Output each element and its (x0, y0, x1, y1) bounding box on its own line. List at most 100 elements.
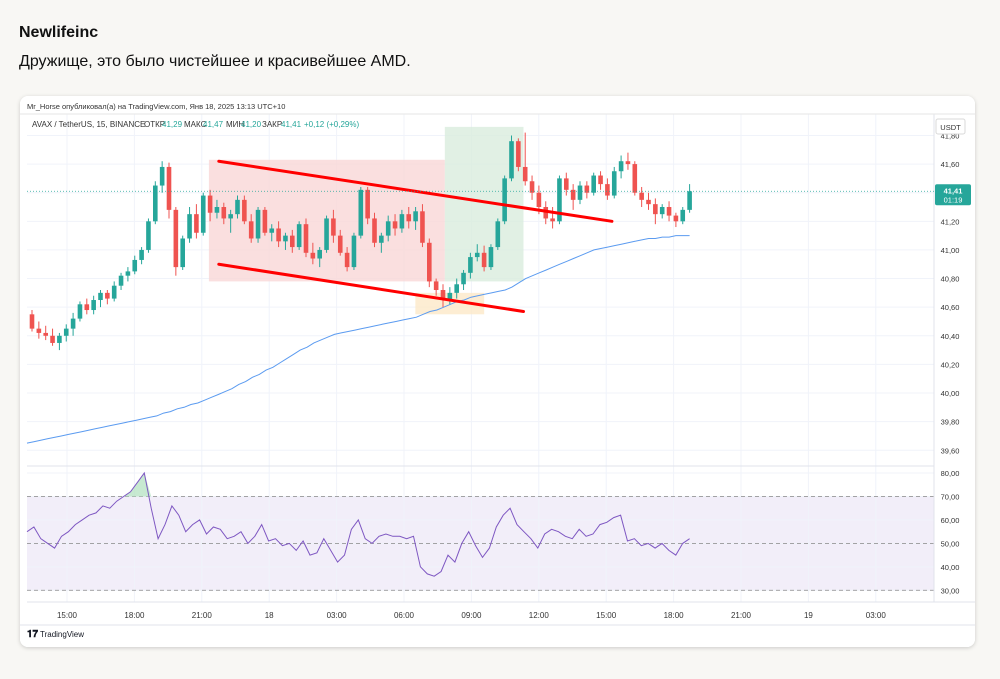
candle-down (564, 172, 569, 196)
x-tick-label: 18 (265, 611, 274, 620)
candle-up (502, 175, 507, 225)
candle-down (598, 171, 603, 190)
candle-up (324, 215, 329, 253)
rsi-tick-label: 70,00 (941, 492, 960, 501)
open-value: 41,29 (162, 120, 183, 129)
post-author[interactable]: Newlifeinc (19, 24, 99, 41)
candle-down (570, 184, 576, 210)
y-tick-label: 39,80 (941, 418, 960, 427)
tradingview-logo-icon: 𝟏𝟕 (27, 629, 39, 640)
candle-down (632, 161, 638, 196)
candle-body (344, 252, 350, 268)
rsi-line (26, 471, 690, 577)
candle-down (666, 201, 672, 222)
candle-body (433, 281, 439, 290)
x-tick-label: 15:00 (596, 611, 617, 620)
open-label: ОТКР (144, 120, 165, 129)
candle-up (591, 172, 596, 196)
footer-brand[interactable]: 𝟏𝟕 TradingView (27, 629, 84, 640)
candle-body (598, 175, 603, 185)
candle-up (57, 332, 62, 351)
candle-up (200, 192, 206, 236)
chart-card[interactable]: 15:00 18:00 21:00 18 03:00 06:00 09:00 12:00 15:… (20, 96, 975, 647)
candle-down (29, 310, 35, 332)
candle-down (105, 290, 110, 305)
last-price-badge (935, 184, 971, 206)
candle-up (557, 175, 562, 225)
currency-button[interactable] (935, 118, 966, 135)
candle-down (262, 207, 268, 236)
candle-up (283, 232, 288, 250)
candle-down (372, 212, 377, 248)
candle-body (570, 189, 576, 200)
candle-up (474, 244, 480, 262)
candle-up (611, 166, 617, 199)
candle-body (639, 192, 644, 200)
candle-down (584, 181, 590, 199)
candle-body (91, 300, 96, 311)
candle-body (125, 271, 131, 276)
candle-body (194, 214, 199, 233)
candle-up (180, 235, 185, 270)
candle-body (509, 141, 514, 179)
candle-body (618, 161, 624, 172)
candle-up (70, 312, 76, 336)
candle-up (125, 267, 131, 282)
high-value: 41,47 (203, 120, 224, 129)
x-tick-label: 03:00 (866, 611, 887, 620)
candle-body (413, 211, 418, 222)
x-tick-label: 15:00 (57, 611, 78, 620)
candle-body (207, 195, 213, 213)
candle-up (153, 181, 158, 225)
candle-body (392, 221, 398, 229)
candle-body (84, 304, 90, 311)
candle-body (173, 209, 179, 268)
candle-up (132, 255, 138, 275)
trendline[interactable] (217, 262, 525, 313)
candle-down (84, 298, 90, 315)
candle-down (673, 212, 679, 228)
x-tick-label: 12:00 (529, 611, 550, 620)
trendlines-layer[interactable] (217, 159, 614, 313)
candle-body (290, 235, 295, 248)
candle-body (248, 221, 254, 239)
currency-button-label[interactable]: USDT (940, 123, 961, 132)
candle-down (481, 245, 487, 272)
candle-body (447, 292, 453, 301)
candle-up (577, 181, 583, 205)
candle-down (529, 175, 535, 200)
candle-body (564, 178, 569, 190)
candle-up (235, 195, 240, 219)
candle-body (77, 304, 83, 319)
candle-up (63, 324, 69, 342)
candle-body (242, 199, 247, 222)
symbol-line: AVAX / TetherUS, 15, BINANCE (32, 120, 145, 129)
trendline[interactable] (217, 159, 614, 223)
candle-body (577, 185, 583, 200)
x-tick-label: 19 (804, 611, 813, 620)
candle-body (358, 189, 364, 236)
x-tick-label: 18:00 (124, 611, 145, 620)
candle-body (228, 214, 233, 219)
x-tick-label: 03:00 (327, 611, 348, 620)
candle-down (550, 207, 555, 229)
candle-body (440, 290, 446, 301)
candle-down (420, 204, 425, 248)
candle-body (200, 195, 206, 233)
candle-up (399, 209, 405, 233)
chart-canvas[interactable]: 15:00 18:00 21:00 18 03:00 06:00 09:00 12:00 15:… (20, 96, 975, 647)
candle-body (50, 335, 55, 343)
candles-layer (29, 132, 692, 351)
candle-down (43, 325, 48, 341)
candle-down (207, 189, 213, 222)
candle-up (413, 207, 418, 230)
candle-up (358, 186, 364, 239)
candle-body (611, 171, 617, 196)
candle-down (653, 198, 658, 225)
candle-body (310, 252, 316, 259)
candle-body (365, 189, 370, 219)
candle-body (166, 166, 172, 210)
last-price-value: 41,41 (944, 186, 963, 195)
candle-down (543, 201, 549, 225)
candle-down (194, 204, 199, 239)
